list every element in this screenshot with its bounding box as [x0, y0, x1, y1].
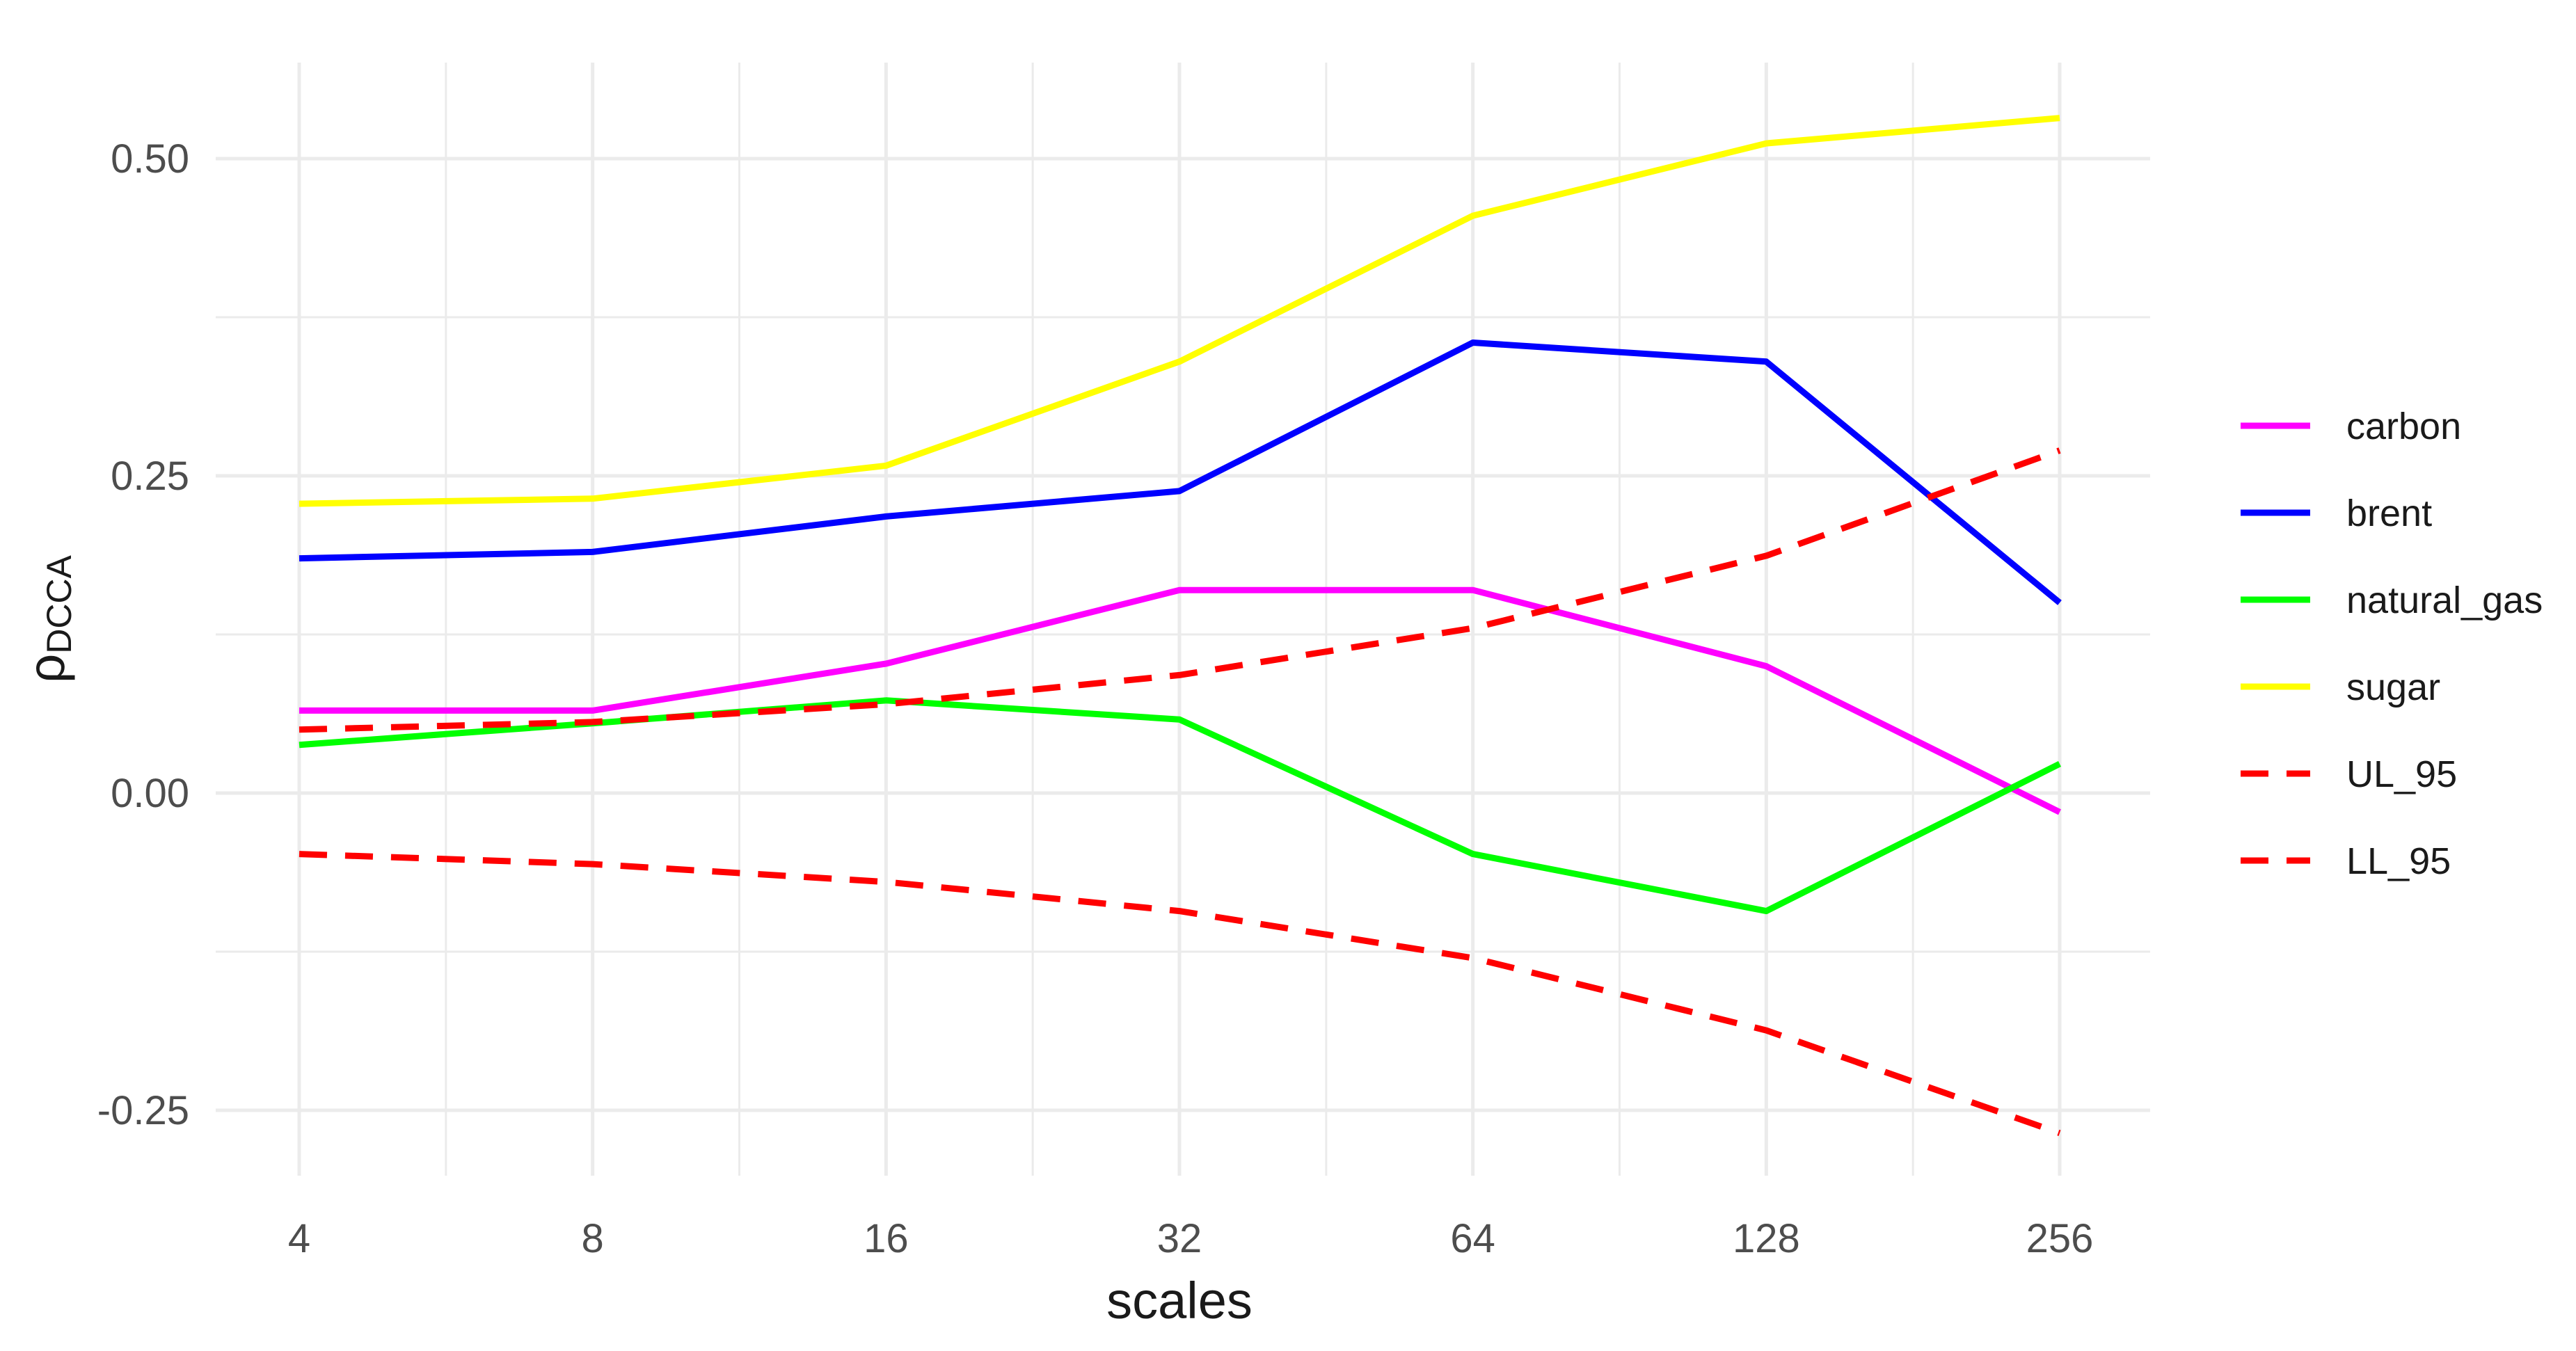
y-axis-title-subscript: DCCA — [40, 554, 79, 653]
legend-label-carbon: carbon — [2346, 406, 2461, 447]
y-tick-label: -0.25 — [97, 1088, 189, 1133]
x-tick-label: 32 — [1157, 1216, 1202, 1261]
x-axis-title: scales — [1106, 1272, 1253, 1329]
legend-label-natural-gas: natural_gas — [2346, 579, 2543, 621]
series-line-carbon — [299, 586, 2062, 815]
svg-text:ρDCCA: ρDCCA — [17, 554, 79, 682]
x-tick-label: 8 — [582, 1216, 604, 1261]
y-tick-label: 0.00 — [111, 771, 189, 816]
y-axis-title-symbol: ρ — [17, 654, 75, 683]
legend-label-ul-95: UL_95 — [2346, 753, 2457, 795]
grid-major — [216, 63, 2150, 1176]
x-tick-label: 256 — [2026, 1216, 2094, 1261]
y-axis-ticks: 0.50 0.25 0.00 -0.25 — [97, 136, 189, 1133]
series-line-sugar — [299, 115, 2060, 507]
x-tick-label: 64 — [1450, 1216, 1495, 1261]
x-tick-label: 128 — [1733, 1216, 1800, 1261]
y-tick-label: 0.25 — [111, 454, 189, 499]
series-lines — [299, 115, 2062, 1137]
series-line-brent — [299, 339, 2062, 605]
x-axis-ticks: 4 8 16 32 64 128 256 — [288, 1216, 2094, 1261]
y-axis-title: ρDCCA — [17, 554, 79, 682]
legend-label-sugar: sugar — [2346, 666, 2440, 708]
grid-minor — [216, 63, 2150, 1176]
y-tick-label: 0.50 — [111, 136, 189, 182]
series-line-ul-95 — [299, 447, 2061, 733]
x-tick-label: 4 — [288, 1216, 310, 1261]
legend-label-brent: brent — [2346, 493, 2432, 534]
x-tick-label: 16 — [864, 1216, 909, 1261]
legend-label-ll-95: LL_95 — [2346, 840, 2451, 882]
series-line-ll-95 — [299, 851, 2061, 1137]
